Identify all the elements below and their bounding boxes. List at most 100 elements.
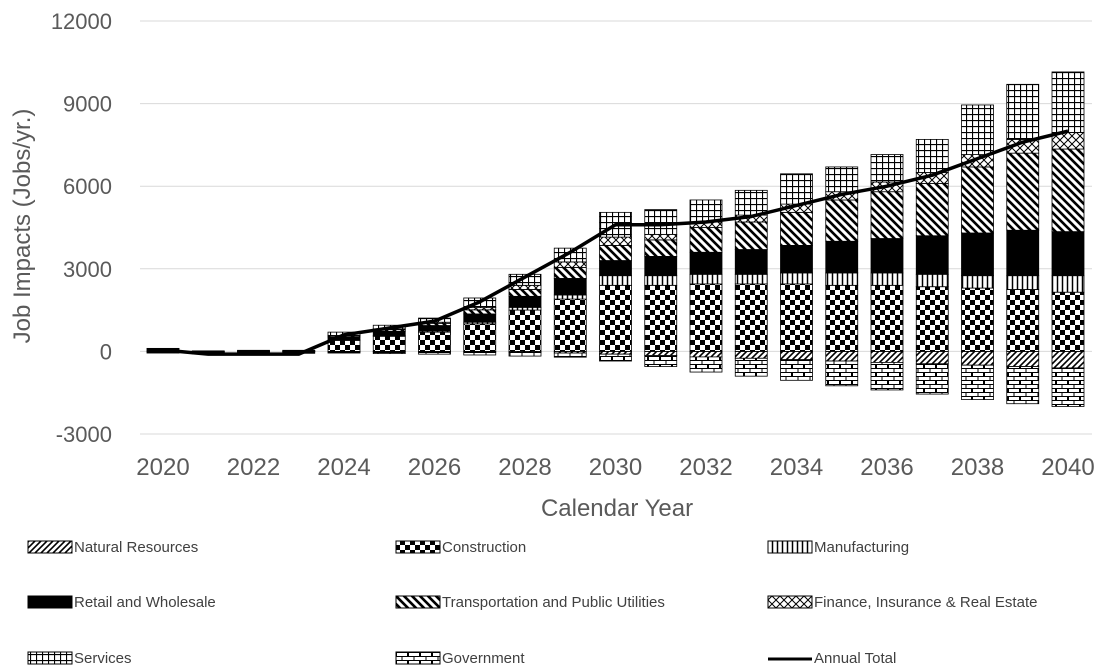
bar-segment (327, 339, 361, 352)
bar-segment (508, 273, 542, 286)
bar-segment (825, 166, 859, 193)
legend-label: Manufacturing (814, 539, 909, 556)
bars (146, 71, 1085, 407)
bar-segment (644, 239, 678, 257)
bar-segment (553, 278, 587, 296)
x-axis-title: Calendar Year (541, 495, 693, 522)
bar-segment (825, 350, 859, 362)
bar-segment (734, 249, 768, 275)
bar-segment (644, 275, 678, 286)
x-tick-label: 2040 (1041, 454, 1094, 481)
bar-segment (1051, 71, 1085, 133)
bar-segment (961, 275, 994, 289)
bar-segment (780, 272, 813, 285)
x-tick-label: 2026 (408, 454, 461, 481)
bar-segment (418, 325, 451, 332)
bar-segment (734, 357, 768, 377)
bar-segment (599, 350, 632, 355)
x-tick-label: 2032 (679, 454, 732, 481)
bar-segment (689, 350, 723, 358)
bar-segment (780, 244, 813, 274)
bar-segment (870, 272, 904, 286)
bar-segment (870, 191, 904, 239)
legend-item: Construction (395, 539, 526, 556)
x-tick-label: 2024 (317, 454, 370, 481)
bar-segment (915, 235, 949, 275)
bar-segment (689, 227, 723, 253)
legend-item: Natural Resources (27, 539, 198, 556)
legend-label: Retail and Wholesale (74, 594, 216, 611)
legend-label: Services (74, 650, 132, 667)
bar-segment (780, 283, 813, 352)
y-axis-title: Job Impacts (Jobs/yr.) (9, 109, 36, 344)
bar-segment (644, 284, 678, 352)
bar-segment (870, 284, 904, 352)
bar-segment (1006, 152, 1040, 231)
bar-segment (372, 330, 406, 336)
bar-segment (870, 362, 904, 391)
bar-segment (961, 350, 994, 366)
bar-segment (1051, 367, 1085, 407)
bar-segment (961, 232, 994, 277)
bar-segment (825, 284, 859, 352)
bar-segment (825, 360, 859, 387)
bar-segment (1006, 350, 1040, 367)
bar-segment (825, 272, 859, 286)
bar-segment (1051, 231, 1085, 277)
legend-swatch (395, 595, 441, 609)
y-tick-label: 0 (100, 339, 112, 364)
bar-segment (689, 251, 723, 275)
legend-label: Government (442, 650, 525, 667)
legend-swatch (27, 540, 73, 554)
bar-segment (463, 313, 497, 323)
bar-segment (508, 295, 542, 308)
bar-segment (644, 209, 678, 235)
bar-segment (553, 352, 587, 358)
bar-segment (915, 273, 949, 288)
bar-segment (463, 309, 497, 315)
bar-segment (553, 267, 587, 279)
legend-label: Finance, Insurance & Real Estate (814, 594, 1037, 611)
bar-segment (599, 244, 632, 261)
bar-segment (870, 238, 904, 274)
bar-segment (734, 273, 768, 285)
bar-segment (689, 356, 723, 373)
x-tick-label: 2038 (951, 454, 1004, 481)
bar-segment (734, 221, 768, 250)
y-tick-label: -3000 (56, 422, 112, 447)
bar-segment (961, 364, 994, 400)
bar-segment (599, 275, 632, 286)
bar-segment (327, 351, 361, 354)
bar-segment (870, 154, 904, 183)
legend-swatch (27, 651, 73, 665)
legend-swatch (395, 540, 441, 554)
bar-segment (146, 347, 180, 350)
annual-total-line-path (162, 129, 1069, 356)
bar-segment (689, 273, 723, 285)
bar-segment (1006, 83, 1040, 140)
bar-segment (599, 353, 632, 362)
x-tick-label: 2036 (860, 454, 913, 481)
bar-segment (1051, 350, 1085, 369)
bar-segment (372, 335, 406, 352)
legend-item: Transportation and Public Utilities (395, 594, 665, 611)
legend-swatch (767, 595, 813, 609)
bar-segment (915, 286, 949, 352)
bar-segment (599, 260, 632, 277)
bar-segment (915, 183, 949, 237)
x-tick-label: 2028 (498, 454, 551, 481)
bar-segment (372, 351, 406, 355)
bar-segment (734, 283, 768, 352)
x-tick-label: 2034 (770, 454, 823, 481)
y-tick-label: 12000 (51, 9, 112, 34)
bar-segment (508, 309, 542, 352)
bar-segment (1006, 275, 1040, 290)
bar-segment (825, 199, 859, 242)
bar-segment (961, 104, 994, 155)
bar-segment (644, 355, 678, 367)
y-tick-label: 6000 (63, 174, 112, 199)
bar-segment (1006, 229, 1040, 277)
legend-swatch (767, 540, 813, 554)
bar-segment (418, 331, 451, 352)
legend-item: Government (395, 650, 525, 667)
